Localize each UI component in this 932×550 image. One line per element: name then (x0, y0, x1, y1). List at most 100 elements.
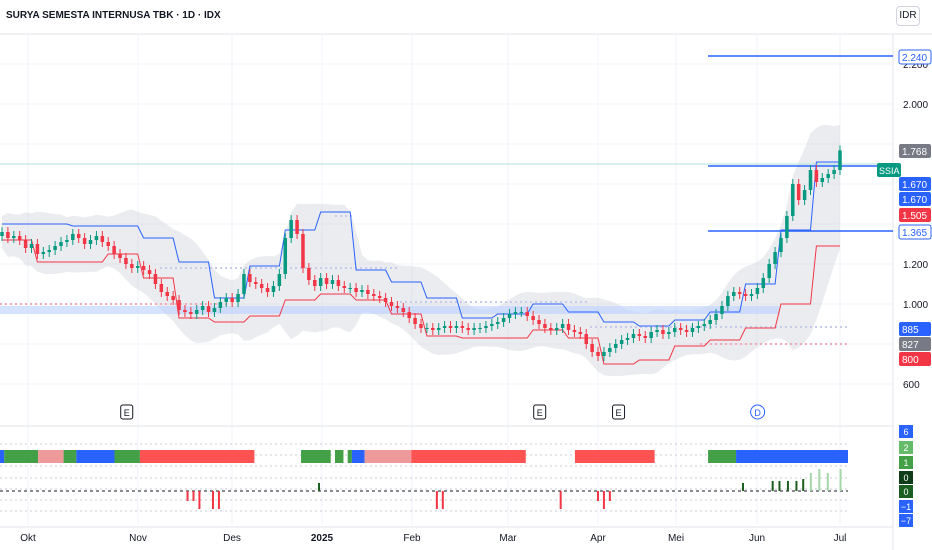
candle-body (330, 280, 335, 284)
candle (47, 245, 51, 257)
candle (625, 333, 630, 345)
ticker-badge: SSIA (877, 163, 901, 177)
candle (655, 325, 659, 337)
candle (761, 273, 766, 293)
candle-body (23, 240, 28, 248)
candle-body (838, 150, 842, 170)
candle-body (667, 332, 671, 334)
candle (159, 279, 164, 297)
candle-body (283, 238, 288, 274)
candle-body (454, 326, 459, 328)
candle-body (726, 296, 730, 306)
candle (796, 179, 801, 205)
candle-body (389, 302, 394, 306)
candle-body (200, 306, 205, 310)
candle (265, 283, 270, 297)
candle (554, 323, 559, 335)
signal-bar (602, 491, 605, 509)
price-label: 1.670 (899, 177, 931, 191)
price-label-box (899, 177, 931, 191)
candle-body (501, 318, 506, 322)
signal-bar (839, 469, 842, 491)
candle (578, 327, 583, 339)
stats-label-text: 0 (903, 487, 908, 497)
candle-body (737, 292, 742, 294)
price-label-box (898, 49, 932, 65)
trailing-high-line (2, 161, 840, 327)
candle (141, 261, 146, 275)
candle-body (130, 264, 134, 268)
regime-segment (4, 450, 39, 463)
currency-badge[interactable]: IDR (896, 6, 920, 26)
candle-body (0, 232, 4, 236)
candle-body (318, 278, 323, 286)
signal-bar (809, 473, 812, 491)
candle-body (47, 250, 51, 252)
candle (431, 323, 435, 335)
candle (702, 319, 707, 331)
candle (395, 301, 400, 313)
signal-bar (192, 491, 195, 501)
regime-segment (139, 450, 255, 463)
candle-body (472, 328, 476, 330)
candle-body (124, 258, 128, 264)
candle-body (35, 244, 40, 254)
candle-body (466, 328, 470, 330)
candle (755, 283, 760, 299)
dividend-marker-circle (750, 404, 766, 420)
candle-body (637, 334, 642, 336)
candle (342, 281, 347, 293)
candle-body (29, 244, 34, 248)
candle-body (301, 234, 305, 268)
candle-body (743, 294, 748, 296)
candle (401, 303, 406, 317)
stats-label: 0 (899, 471, 913, 484)
candle-body (147, 270, 152, 274)
candle (248, 269, 252, 287)
signal-bar (435, 491, 438, 509)
price-label-box (898, 224, 932, 240)
candle (183, 305, 187, 317)
earnings-marker-box (120, 404, 134, 420)
candle (59, 237, 63, 251)
candle-body (218, 302, 223, 308)
candle (584, 329, 588, 349)
candle-body (360, 290, 364, 292)
candle-body (177, 300, 181, 310)
candle-body (277, 274, 282, 286)
candle (6, 227, 10, 243)
candle (619, 335, 624, 349)
stats-label-box (899, 500, 913, 513)
x-axis-label: Des (223, 533, 241, 544)
candle (307, 263, 311, 285)
candle (673, 323, 677, 337)
candle-body (673, 328, 677, 332)
candle (442, 321, 447, 333)
signal-bar (771, 481, 774, 491)
candle (236, 289, 240, 307)
regime-segment (63, 450, 77, 463)
signal-bar (441, 491, 444, 509)
candle (194, 305, 199, 319)
candle-body (826, 174, 830, 178)
stats-label-box (899, 425, 913, 438)
candle-body (484, 326, 488, 328)
candle-body (159, 284, 164, 292)
candle (466, 323, 470, 335)
candle (643, 331, 648, 343)
price-label-text: 2.240 (902, 53, 927, 64)
candle (206, 301, 211, 317)
candle-body (732, 292, 736, 296)
stats-label-box (899, 514, 913, 527)
y-axis-label: 1.200 (903, 260, 928, 271)
price-label-box (899, 352, 931, 366)
candle (147, 265, 152, 279)
x-axis-label: Okt (20, 533, 36, 544)
stats-label-text: 6 (903, 427, 908, 437)
candle-body (383, 298, 388, 302)
candle (543, 319, 547, 333)
regime-segment (0, 450, 5, 463)
candle (743, 289, 748, 301)
candle-body (808, 170, 813, 190)
